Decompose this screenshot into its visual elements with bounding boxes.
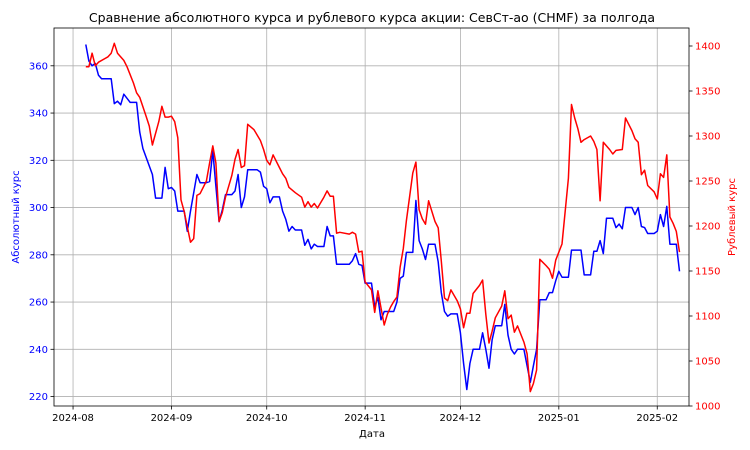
left-y-axis: 220 240 260 280 300 320 340 360 (29, 61, 54, 403)
left-tick-label: 320 (29, 156, 48, 167)
left-tick-label: 280 (29, 250, 48, 261)
plot-frame (53, 27, 690, 407)
right-tick-label: 1200 (695, 222, 720, 233)
left-tick-label: 360 (29, 61, 48, 72)
x-axis: 2024-08 2024-09 2024-10 2024-11 2024-12 2025-… (52, 406, 678, 424)
x-tick-label: 2024-08 (52, 413, 94, 424)
x-tick-label: 2024-10 (246, 413, 288, 424)
x-tick-label: 2024-12 (440, 413, 482, 424)
left-tick-label: 340 (29, 109, 48, 120)
x-tick-label: 2025-02 (636, 413, 678, 424)
x-axis-title: Дата (359, 429, 385, 440)
series-group (85, 42, 681, 393)
x-tick-label: 2024-09 (151, 413, 193, 424)
series-line-ruble (85, 42, 681, 393)
right-tick-label: 1000 (695, 402, 720, 413)
right-tick-label: 1250 (695, 177, 720, 188)
left-tick-label: 260 (29, 298, 48, 309)
left-tick-label: 240 (29, 345, 48, 356)
right-tick-label: 1400 (695, 42, 720, 53)
left-tick-label: 220 (29, 392, 48, 403)
right-tick-label: 1350 (695, 87, 720, 98)
x-tick-label: 2025-01 (538, 413, 580, 424)
right-tick-label: 1150 (695, 267, 720, 278)
chart-title: Сравнение абсолютного курса и рублевого … (89, 10, 655, 25)
right-tick-label: 1100 (695, 312, 720, 323)
left-tick-label: 300 (29, 203, 48, 214)
right-y-axis: 1000 1050 1100 1150 1200 1250 1300 1350 1400 (689, 42, 720, 413)
x-tick-label: 2024-11 (344, 413, 386, 424)
gridlines (54, 28, 689, 406)
right-axis-title: Рублевый курс (727, 178, 738, 256)
right-tick-label: 1050 (695, 357, 720, 368)
left-axis-title: Абсолютный курс (11, 170, 22, 263)
right-tick-label: 1300 (695, 132, 720, 143)
